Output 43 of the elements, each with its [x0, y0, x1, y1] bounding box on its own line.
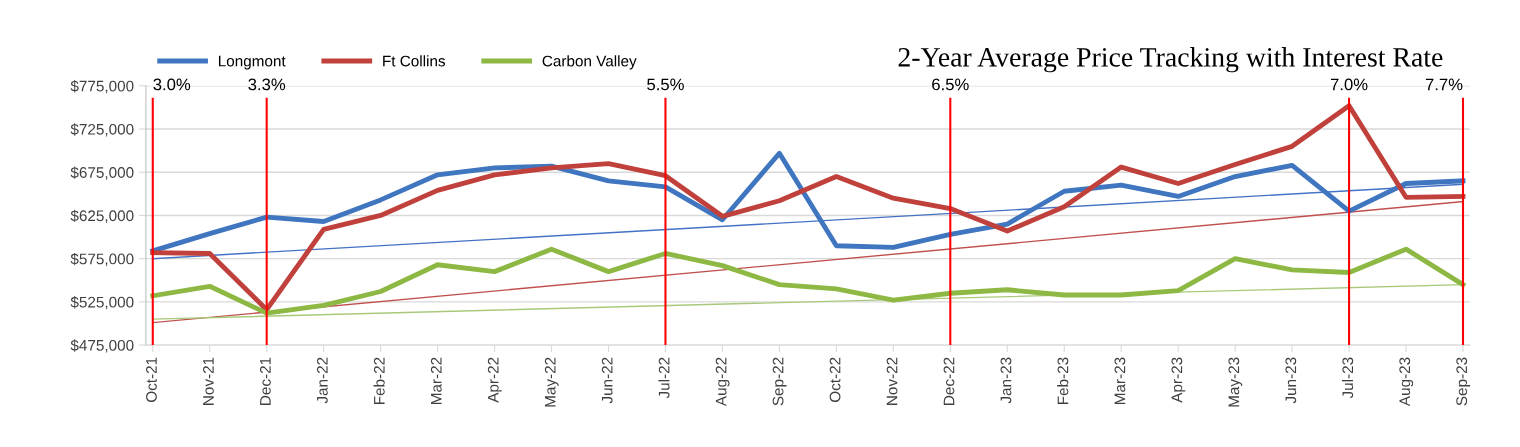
legend-label: Longmont	[218, 55, 286, 70]
x-tick-label: Jun-23	[1285, 357, 1297, 404]
line-series	[150, 103, 1466, 313]
x-tick-label: Dec-21	[259, 357, 271, 405]
x-tick-label: Sep-22	[772, 357, 787, 406]
x-tick-label: Nov-22	[886, 357, 898, 405]
x-tick-label: Feb-22	[373, 357, 385, 405]
x-tick-label: Oct-21	[146, 357, 157, 403]
x-tick-label: Mar-22	[430, 357, 442, 405]
y-tick-label: $675,000	[70, 166, 134, 180]
legend-label: Ft Collins	[383, 55, 446, 67]
x-tick-label: Apr-22	[487, 357, 502, 403]
x-tick-label: May-23	[1228, 357, 1243, 407]
x-tick-label: Sep-23	[1456, 357, 1471, 406]
ref-line-label: 6.5%	[932, 78, 969, 91]
x-tick-label: Nov-21	[203, 357, 214, 405]
y-tick-label: $725,000	[70, 123, 134, 137]
y-tick-label: $525,000	[70, 296, 134, 310]
ref-line-label: 5.5%	[647, 78, 684, 91]
x-tick-label: Jul-23	[1341, 357, 1354, 399]
x-tick-label: Apr-23	[1171, 357, 1186, 403]
x-tick-label: Jan-23	[1000, 357, 1012, 404]
legend-label: Carbon Valley	[542, 55, 637, 70]
ref-line-label: 3.0%	[153, 78, 191, 91]
line-series	[150, 246, 1466, 316]
x-tick-label: Jan-22	[316, 357, 328, 404]
chart-title: 2-Year Average Price Tracking with Interest Rate	[898, 47, 1443, 73]
x-tick-label: May-22	[544, 357, 559, 407]
x-tick-label: Aug-22	[715, 357, 730, 407]
y-tick-label: $475,000	[70, 339, 134, 353]
ref-line-label: 7.7%	[1425, 78, 1463, 91]
x-tick-label: Mar-23	[1114, 357, 1126, 405]
y-tick-label: $575,000	[70, 252, 134, 267]
x-tick-label: Jul-22	[658, 357, 670, 399]
x-tick-label: Dec-22	[943, 357, 955, 405]
y-tick-label: $625,000	[70, 209, 134, 223]
x-tick-label: Feb-23	[1057, 357, 1069, 405]
ref-line-label: 3.3%	[248, 78, 286, 91]
x-tick-label: Oct-22	[829, 357, 841, 403]
ref-line-label: 7.0%	[1330, 78, 1368, 91]
x-tick-label: Aug-23	[1399, 357, 1414, 407]
y-tick-label: $775,000	[70, 80, 134, 94]
x-tick-label: Jun-22	[601, 357, 613, 404]
